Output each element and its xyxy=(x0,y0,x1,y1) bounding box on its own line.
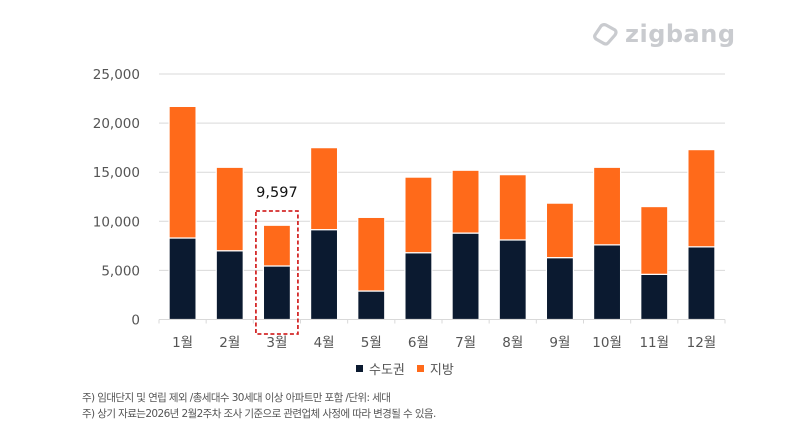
x-tick-label: 8월 xyxy=(502,335,523,351)
y-tick-label: 10,000 xyxy=(93,214,140,230)
x-tick-label: 10월 xyxy=(592,335,622,351)
bar-segment-metro xyxy=(451,232,480,321)
y-tick-label: 15,000 xyxy=(93,165,140,181)
bar-segment-metro xyxy=(215,250,244,321)
zigbang-logo-icon xyxy=(593,23,618,46)
x-axis: 1월 2월 3월 4월 5월 6월 7월 8월 9월 10월 11월 12월 xyxy=(158,319,726,351)
x-tick-label: 6월 xyxy=(408,335,429,351)
x-tick-label: 11월 xyxy=(639,335,669,351)
footnote-1: 주) 임대단지 및 연립 제외 /총세대수 30세대 이상 아파트만 포함 /단… xyxy=(82,392,391,404)
legend-swatch-metro xyxy=(356,365,363,372)
x-tick-label: 12월 xyxy=(687,335,717,351)
bar-segment-regional xyxy=(168,105,197,239)
bar-segment-regional xyxy=(357,216,386,292)
legend-swatch-regional xyxy=(416,365,424,372)
bar-segment-regional xyxy=(404,176,433,254)
zigbang-logo: zigbang xyxy=(591,19,736,49)
y-tick-label: 25,000 xyxy=(93,67,140,83)
bar-segment-metro xyxy=(640,273,669,321)
annotations: 9,597 xyxy=(255,185,299,335)
x-tick-label: 3월 xyxy=(266,335,287,351)
logo-text: zigbang xyxy=(625,20,736,48)
gridlines xyxy=(159,73,725,271)
x-tick-label: 9월 xyxy=(549,335,570,351)
bar-segment-regional xyxy=(451,169,480,234)
y-tick-label: 20,000 xyxy=(93,116,140,132)
bar-segment-metro xyxy=(404,252,433,321)
bar-segment-metro xyxy=(545,257,575,321)
bar-segment-metro xyxy=(168,237,197,321)
x-tick-label: 1월 xyxy=(172,335,193,351)
bars xyxy=(168,105,716,321)
bar-segment-regional xyxy=(687,149,716,248)
bar-segment-metro xyxy=(309,229,339,321)
y-tick-label: 5,000 xyxy=(101,263,140,279)
data-label: 9,597 xyxy=(256,185,298,201)
footnote-2: 주) 상기 자료는2026년 2월2주차 조사 기준으로 관련업체 사정에 따라… xyxy=(82,408,436,420)
legend-label-metro: 수도권 xyxy=(369,363,405,378)
y-axis-ticks: 0 5,000 10,000 15,000 20,000 25,000 xyxy=(93,67,140,329)
legend-item-regional: 지방 xyxy=(416,359,454,378)
bar-segment-regional xyxy=(309,147,339,231)
x-tick-label: 2월 xyxy=(219,335,240,351)
bar-segment-regional xyxy=(498,174,527,241)
highlight-box xyxy=(255,210,299,335)
bar-segment-regional xyxy=(545,202,575,259)
x-tick-label: 4월 xyxy=(314,335,335,351)
bar-segment-metro xyxy=(357,290,386,321)
bar-segment-metro xyxy=(592,244,622,321)
bar-segment-metro xyxy=(262,265,292,321)
x-tick-label: 7월 xyxy=(455,335,476,351)
bar-segment-regional xyxy=(215,166,244,252)
bar-segment-regional xyxy=(262,224,292,267)
legend: 수도권 지방 xyxy=(356,359,466,378)
legend-item-metro: 수도권 xyxy=(356,359,405,378)
x-tick-label: 5월 xyxy=(361,335,382,351)
bar-segment-metro xyxy=(498,239,527,321)
bar-segment-metro xyxy=(687,246,716,321)
bar-segment-regional xyxy=(592,166,622,246)
bar-segment-regional xyxy=(640,205,669,275)
y-tick-label: 0 xyxy=(131,313,140,329)
footnotes: 주) 임대단지 및 연립 제외 /총세대수 30세대 이상 아파트만 포함 /단… xyxy=(82,390,436,422)
legend-label-regional: 지방 xyxy=(429,363,454,378)
